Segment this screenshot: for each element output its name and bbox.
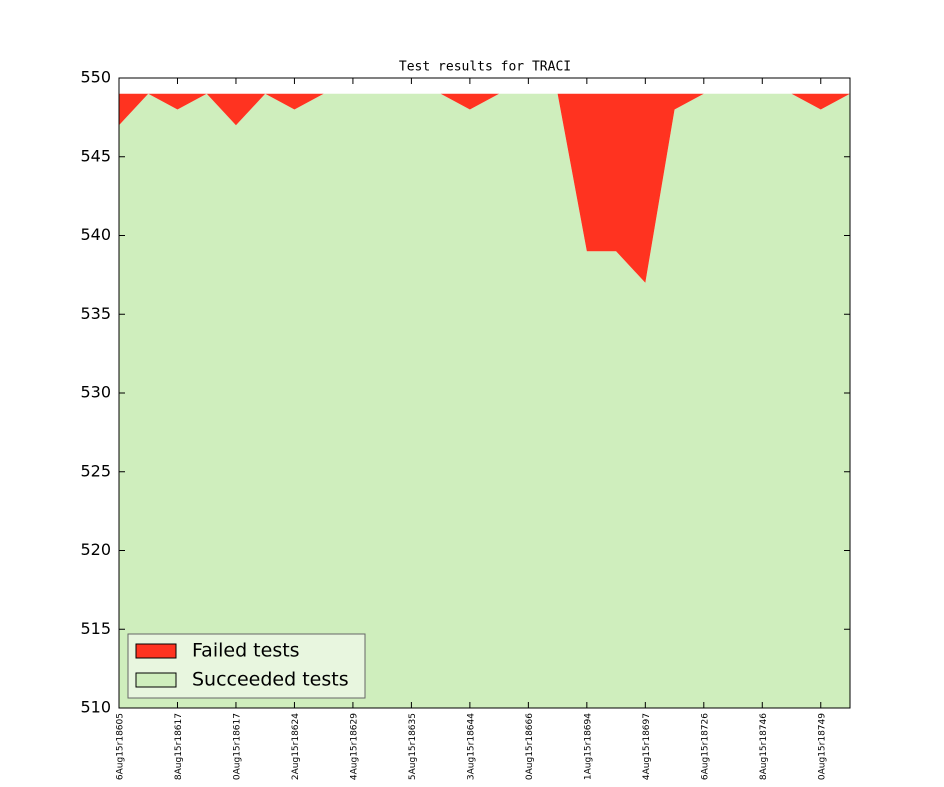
x-tick-label: 4Aug15r18629: [349, 713, 359, 780]
x-tick-label: 2Aug15r18624: [291, 713, 301, 780]
chart-title: Test results for TRACI: [399, 60, 571, 75]
y-tick-label: 520: [80, 540, 111, 559]
legend-swatch: [135, 672, 177, 688]
y-tick-label: 510: [80, 698, 111, 717]
x-tick-label: 6Aug15r18726: [700, 713, 710, 780]
y-tick-label: 535: [80, 304, 111, 323]
legend: Failed tests Succeeded tests: [127, 633, 366, 699]
area: [119, 93, 850, 708]
x-tick-label: 8Aug15r18746: [759, 713, 769, 780]
y-tick-label: 540: [80, 225, 111, 244]
legend-label: Succeeded tests: [192, 669, 349, 691]
x-tick-label: 0Aug15r18749: [817, 713, 827, 780]
x-tick-label: 0Aug15r18666: [525, 713, 535, 780]
x-tick-label: 5Aug15r18635: [408, 713, 418, 780]
x-tick-label: 4Aug15r18697: [642, 713, 652, 780]
x-tick-label: 6Aug15r18605: [116, 713, 126, 780]
y-tick-label: 550: [80, 68, 111, 87]
y-tick-label: 515: [80, 619, 111, 638]
x-tick-label: 8Aug15r18617: [174, 713, 184, 780]
legend-label: Failed tests: [192, 640, 300, 662]
x-tick-label: 3Aug15r18644: [466, 713, 476, 780]
legend-swatch: [135, 643, 177, 659]
x-tick-label: 0Aug15r18617: [232, 713, 242, 780]
x-tick-label: 1Aug15r18694: [583, 713, 593, 780]
y-tick-label: 545: [80, 146, 111, 165]
y-tick-label: 525: [80, 461, 111, 480]
y-tick-label: 530: [80, 383, 111, 402]
area: [119, 93, 850, 283]
